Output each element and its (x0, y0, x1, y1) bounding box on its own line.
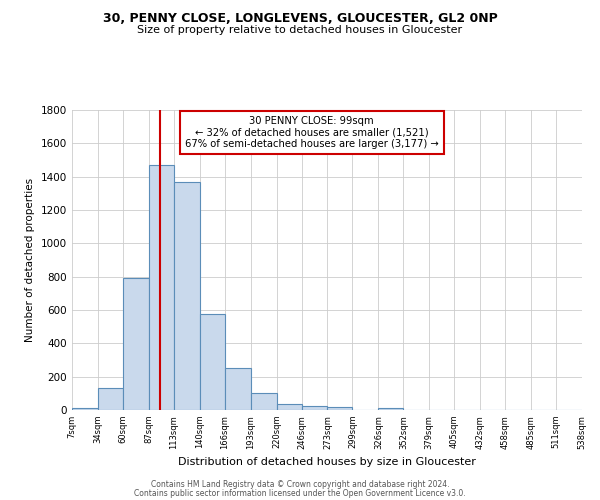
Bar (251, 392, 277, 410)
X-axis label: Distribution of detached houses by size in Gloucester: Distribution of detached houses by size … (178, 457, 476, 467)
Bar (302, 406, 328, 410)
Bar (200, 314, 225, 410)
Bar (72, 408, 98, 410)
Text: 30 PENNY CLOSE: 99sqm
← 32% of detached houses are smaller (1,521)
67% of semi-d: 30 PENNY CLOSE: 99sqm ← 32% of detached … (185, 116, 439, 149)
Bar (379, 408, 403, 410)
Bar (123, 278, 149, 410)
Bar (328, 406, 352, 410)
Y-axis label: Number of detached properties: Number of detached properties (25, 178, 35, 342)
Bar (98, 388, 123, 410)
Bar (277, 404, 302, 410)
Text: Size of property relative to detached houses in Gloucester: Size of property relative to detached ho… (137, 25, 463, 35)
Text: Contains HM Land Registry data © Crown copyright and database right 2024.: Contains HM Land Registry data © Crown c… (151, 480, 449, 489)
Bar (174, 182, 200, 410)
Text: Contains public sector information licensed under the Open Government Licence v3: Contains public sector information licen… (134, 488, 466, 498)
Bar (225, 368, 251, 410)
Text: 30, PENNY CLOSE, LONGLEVENS, GLOUCESTER, GL2 0NP: 30, PENNY CLOSE, LONGLEVENS, GLOUCESTER,… (103, 12, 497, 26)
Bar (149, 165, 174, 410)
